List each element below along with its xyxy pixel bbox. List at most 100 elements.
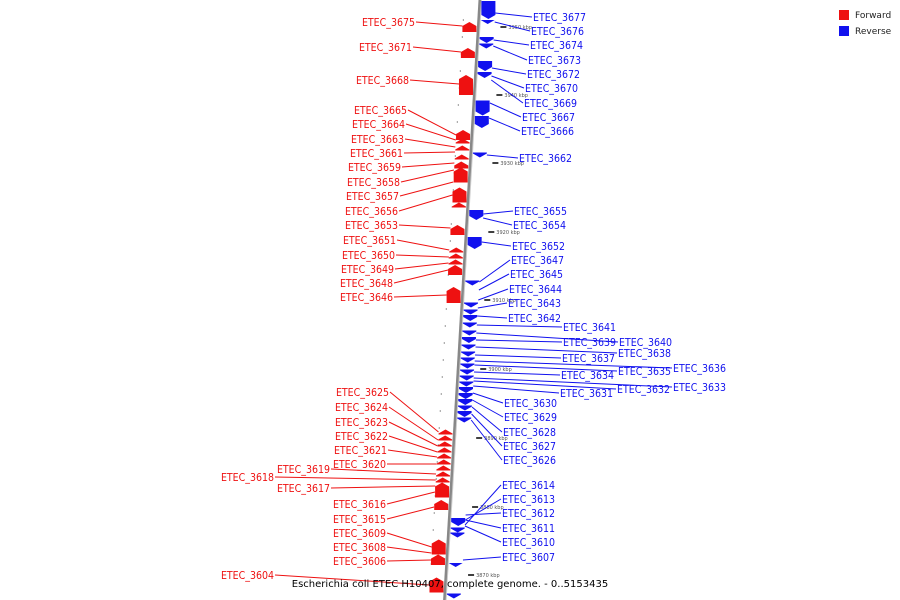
gene-label-reverse: ETEC_3667 — [522, 112, 575, 124]
gene-feature-reverse — [467, 237, 482, 249]
leader-line-reverse — [474, 371, 561, 376]
leader-line-forward — [398, 224, 451, 229]
gene-feature-forward — [437, 447, 452, 453]
gene-feature-reverse — [462, 330, 477, 336]
leader-line-forward — [403, 151, 456, 154]
tick-label: 3920 kbp — [496, 230, 520, 236]
gene-label-reverse: ETEC_3627 — [503, 441, 556, 453]
gene-feature-reverse — [450, 532, 465, 538]
gene-label-forward: ETEC_3646 — [340, 292, 393, 304]
gene-feature-reverse — [461, 351, 476, 357]
gene-label-reverse: ETEC_3642 — [508, 313, 561, 325]
gene-label-forward: ETEC_3656 — [345, 206, 398, 218]
gene-feature-reverse — [458, 387, 473, 393]
gene-feature-reverse — [469, 210, 484, 220]
gene-feature-forward — [454, 154, 469, 160]
gene-label-reverse: ETEC_3673 — [528, 55, 581, 67]
gene-feature-forward — [460, 48, 475, 58]
chromosome-axis — [443, 0, 483, 600]
gene-label-forward: ETEC_3625 — [336, 387, 389, 399]
leader-line-forward — [415, 21, 463, 27]
gene-label-reverse: ETEC_3654 — [513, 220, 566, 232]
gene-feature-forward — [436, 465, 451, 471]
leader-line-forward — [274, 574, 430, 586]
tick-label: 3910 kbp — [492, 298, 516, 304]
gene-feature-reverse — [478, 61, 493, 71]
gene-feature-forward — [429, 577, 444, 593]
gene-label-reverse: ETEC_3614 — [502, 480, 555, 492]
leader-line-reverse — [493, 45, 528, 61]
gene-label-forward: ETEC_3617 — [277, 483, 330, 495]
gene-feature-forward — [462, 22, 477, 32]
gene-feature-forward — [431, 539, 446, 555]
gene-label-forward: ETEC_3619 — [277, 464, 330, 476]
gene-label-forward: ETEC_3650 — [342, 250, 395, 262]
gene-feature-reverse — [458, 393, 473, 399]
gene-feature-forward — [438, 429, 453, 435]
gene-label-reverse: ETEC_3633 — [673, 382, 726, 394]
gene-feature-forward — [456, 130, 471, 140]
gene-feature-reverse — [461, 337, 476, 343]
gene-feature-reverse — [446, 593, 461, 599]
leader-line-reverse — [483, 217, 513, 226]
leader-line-reverse — [465, 512, 502, 516]
gene-label-forward: ETEC_3622 — [335, 431, 388, 443]
gene-label-reverse: ETEC_3640 — [619, 337, 672, 349]
leader-line-forward — [388, 435, 438, 453]
leader-line-forward — [401, 162, 455, 168]
gene-label-reverse: ETEC_3607 — [502, 552, 555, 564]
gene-feature-reverse — [460, 363, 475, 369]
leader-line-forward — [386, 546, 432, 554]
gene-feature-forward — [455, 145, 470, 151]
leader-line-forward — [405, 123, 456, 141]
gene-label-reverse: ETEC_3655 — [514, 206, 567, 218]
leader-line-forward — [388, 406, 439, 441]
gene-label-forward: ETEC_3649 — [341, 264, 394, 276]
legend-label-forward: Forward — [855, 11, 891, 21]
tick-label: 3880 kbp — [480, 505, 504, 511]
gene-label-forward: ETEC_3659 — [348, 162, 401, 174]
leader-line-reverse — [475, 339, 563, 343]
gene-label-forward: ETEC_3665 — [354, 105, 407, 117]
leader-line-reverse — [465, 498, 502, 521]
leader-line-forward — [409, 79, 460, 85]
gene-feature-reverse — [463, 315, 478, 321]
gene-feature-forward — [448, 253, 463, 259]
leader-line-reverse — [471, 406, 503, 433]
gene-label-reverse: ETEC_3670 — [525, 83, 578, 95]
leader-line-reverse — [481, 241, 512, 247]
gene-label-forward: ETEC_3621 — [334, 445, 387, 457]
leader-line-reverse — [490, 79, 524, 104]
legend: Forward Reverse — [839, 10, 892, 37]
gene-feature-reverse — [480, 20, 495, 24]
leader-line-forward — [386, 491, 436, 505]
gene-feature-reverse — [458, 399, 473, 405]
gene-label-forward: ETEC_3661 — [350, 148, 403, 160]
leader-line-forward — [387, 449, 438, 458]
leader-line-forward — [386, 559, 431, 562]
tick-label: 3940 kbp — [504, 93, 528, 99]
gene-feature-forward — [448, 265, 463, 275]
gene-feature-reverse — [450, 527, 465, 533]
gene-label-reverse: ETEC_3612 — [502, 508, 555, 520]
tick-label: 3870 kbp — [476, 573, 500, 579]
leader-line-reverse — [476, 324, 563, 328]
leader-line-reverse — [477, 315, 508, 319]
gene-label-forward: ETEC_3664 — [352, 119, 405, 131]
gene-labels: ETEC_3675 ETEC_3671 ETEC_3668 ETEC_3665 ETEC… — [221, 12, 726, 582]
gene-label-reverse: ETEC_3626 — [503, 455, 556, 467]
gene-feature-reverse — [463, 309, 478, 315]
gene-label-forward: ETEC_3668 — [356, 75, 409, 87]
gene-feature-reverse — [479, 43, 494, 49]
gene-label-forward: ETEC_3620 — [333, 459, 386, 471]
gene-label-forward: ETEC_3608 — [333, 542, 386, 554]
leader-line-forward — [393, 269, 449, 284]
gene-label-forward: ETEC_3648 — [340, 278, 393, 290]
gene-label-reverse: ETEC_3674 — [530, 40, 583, 52]
legend-label-reverse: Reverse — [855, 27, 892, 37]
leader-line-reverse — [471, 413, 503, 447]
gene-feature-forward — [436, 459, 451, 465]
leader-line-reverse — [488, 117, 521, 132]
gene-label-forward: ETEC_3618 — [221, 472, 274, 484]
